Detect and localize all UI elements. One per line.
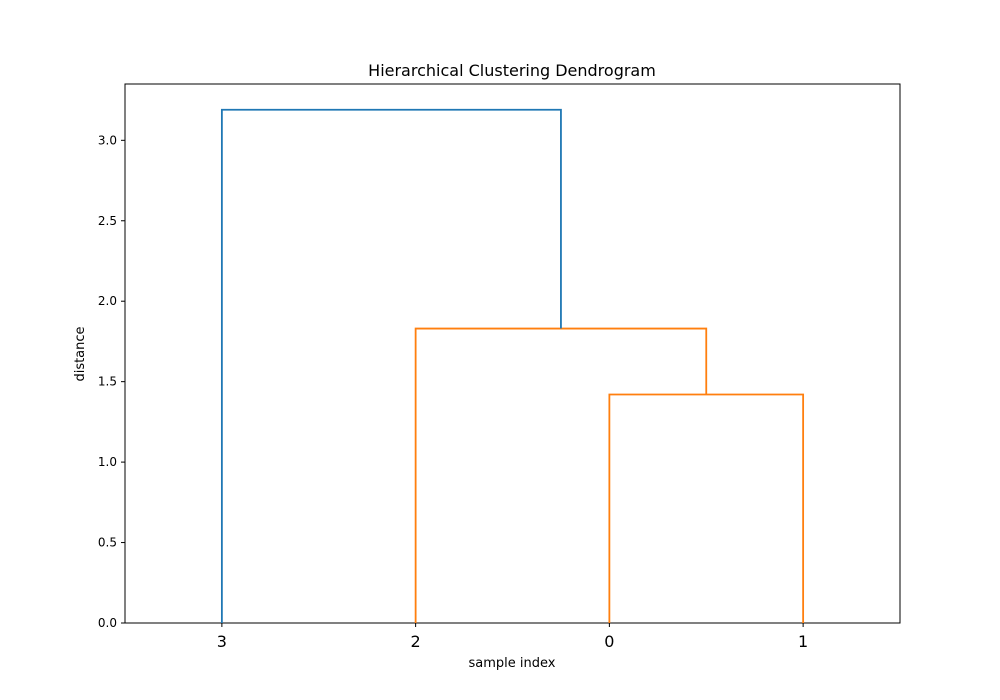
x-tick-label: 3 [217, 632, 227, 651]
y-tick-label: 2.5 [98, 214, 117, 228]
x-tick-label: 1 [798, 632, 808, 651]
y-tick-label: 0.5 [98, 536, 117, 550]
merge-2-01 [414, 327, 708, 623]
x-tick-label: 2 [411, 632, 421, 651]
y-tick-label: 1.5 [98, 375, 117, 389]
y-tick-label: 3.0 [98, 133, 117, 147]
plot-frame [124, 83, 901, 624]
x-axis-label: sample index [469, 656, 556, 671]
chart-title: Hierarchical Clustering Dendrogram [368, 61, 656, 80]
merge-3-201 [220, 108, 562, 623]
y-tick-label: 2.0 [98, 294, 117, 308]
merge-0-1 [608, 393, 805, 623]
x-tick-label: 0 [604, 632, 614, 651]
plot-area: 0.0 0.5 1.0 1.5 2.0 2.5 3.0 3 2 0 1 [98, 83, 901, 651]
y-tick-label: 1.0 [98, 455, 117, 469]
y-tick-label: 0.0 [98, 616, 117, 630]
y-axis-label: distance [73, 326, 88, 381]
